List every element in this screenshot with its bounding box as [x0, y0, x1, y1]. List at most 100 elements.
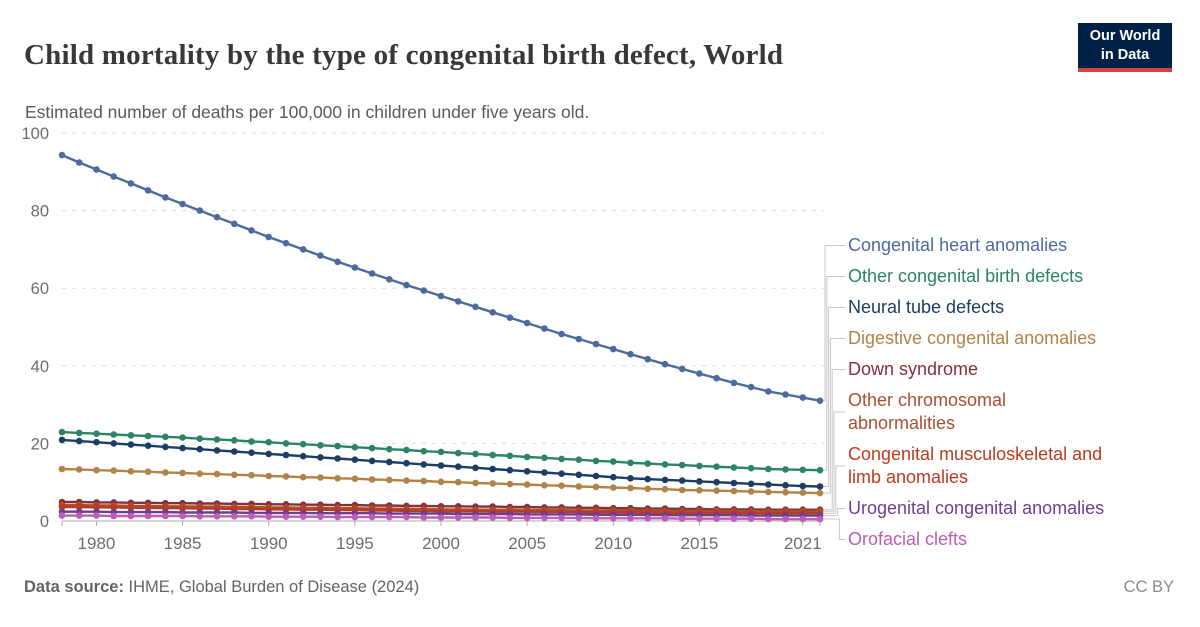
neural-tube-defects-point-1990[interactable] — [265, 450, 273, 458]
congenital-heart-anomalies-point-2003[interactable] — [489, 309, 497, 316]
neural-tube-defects-point-2004[interactable] — [506, 466, 514, 474]
orofacial-clefts-point-2017[interactable] — [730, 515, 738, 522]
legend-item-congenital-musculoskeletal-and-limb-anomalies[interactable]: Congenital musculoskeletal and limb anom… — [848, 444, 1103, 487]
digestive-congenital-anomalies-point-2021[interactable] — [799, 489, 807, 497]
congenital-heart-anomalies-point-1991[interactable] — [282, 239, 290, 247]
congenital-heart-anomalies-point-2022[interactable] — [816, 397, 824, 405]
other-congenital-birth-defects-point-2007[interactable] — [558, 455, 565, 463]
orofacial-clefts-point-2020[interactable] — [782, 515, 789, 523]
digestive-congenital-anomalies-point-2016[interactable] — [713, 487, 720, 495]
digestive-congenital-anomalies-point-2020[interactable] — [782, 489, 789, 496]
other-congenital-birth-defects-point-1981[interactable] — [110, 431, 117, 438]
congenital-heart-anomalies-point-1994[interactable] — [334, 258, 341, 266]
neural-tube-defects-point-2020[interactable] — [782, 482, 789, 489]
congenital-heart-anomalies-point-2007[interactable] — [558, 330, 565, 338]
neural-tube-defects-point-2021[interactable] — [799, 482, 807, 490]
digestive-congenital-anomalies-point-1986[interactable] — [196, 470, 204, 478]
other-congenital-birth-defects-point-1997[interactable] — [386, 445, 393, 453]
orofacial-clefts-point-1982[interactable] — [127, 512, 135, 520]
neural-tube-defects-point-2022[interactable] — [816, 483, 824, 490]
other-congenital-birth-defects-point-2013[interactable] — [661, 461, 669, 468]
neural-tube-defects-point-2012[interactable] — [644, 475, 651, 483]
neural-tube-defects-point-1994[interactable] — [334, 455, 341, 462]
orofacial-clefts-point-1993[interactable] — [317, 513, 324, 520]
orofacial-clefts-point-1997[interactable] — [386, 513, 393, 521]
other-congenital-birth-defects-point-1983[interactable] — [144, 432, 152, 440]
neural-tube-defects-point-1992[interactable] — [299, 452, 307, 460]
legend-item-other-chromosomal-abnormalities[interactable]: Other chromosomal abnormalities — [848, 390, 1007, 433]
digestive-congenital-anomalies-point-2000[interactable] — [437, 478, 445, 486]
legend-item-congenital-heart-anomalies[interactable]: Congenital heart anomalies — [848, 235, 1068, 255]
legend-item-other-congenital-birth-defects[interactable]: Other congenital birth defects — [848, 266, 1084, 286]
digestive-congenital-anomalies-point-1984[interactable] — [162, 469, 169, 476]
digestive-congenital-anomalies-point-1980[interactable] — [93, 466, 100, 474]
digestive-congenital-anomalies-point-1999[interactable] — [420, 477, 428, 485]
other-congenital-birth-defects-point-2018[interactable] — [747, 464, 755, 472]
congenital-heart-anomalies-point-2004[interactable] — [506, 314, 514, 321]
other-congenital-birth-defects-point-2019[interactable] — [765, 465, 772, 473]
neural-tube-defects-point-1982[interactable] — [127, 441, 135, 448]
congenital-heart-anomalies-point-2014[interactable] — [678, 365, 686, 373]
congenital-musculoskeletal-and-limb-anomalies-point-1981[interactable] — [110, 504, 117, 511]
congenital-heart-anomalies-point-1992[interactable] — [299, 246, 307, 253]
orofacial-clefts-point-1979[interactable] — [75, 512, 83, 519]
orofacial-clefts-point-1983[interactable] — [144, 512, 152, 520]
orofacial-clefts-point-2008[interactable] — [575, 514, 583, 522]
orofacial-clefts-point-2019[interactable] — [765, 515, 772, 523]
neural-tube-defects-point-1991[interactable] — [282, 451, 290, 459]
orofacial-clefts-point-1998[interactable] — [403, 513, 410, 521]
orofacial-clefts-point-2018[interactable] — [747, 515, 755, 522]
digestive-congenital-anomalies-point-1983[interactable] — [144, 468, 152, 476]
congenital-heart-anomalies-point-1978[interactable] — [58, 151, 66, 159]
congenital-heart-anomalies-point-1987[interactable] — [213, 213, 221, 221]
neural-tube-defects-point-1989[interactable] — [248, 449, 255, 457]
congenital-heart-anomalies-point-2002[interactable] — [472, 303, 479, 311]
neural-tube-defects-point-2007[interactable] — [558, 470, 565, 478]
congenital-musculoskeletal-and-limb-anomalies-point-1979[interactable] — [75, 503, 83, 511]
digestive-congenital-anomalies-point-2015[interactable] — [696, 487, 703, 494]
digestive-congenital-anomalies-point-1982[interactable] — [127, 468, 135, 475]
orofacial-clefts-point-2014[interactable] — [678, 515, 686, 522]
other-congenital-birth-defects-point-2020[interactable] — [782, 466, 789, 473]
orofacial-clefts-point-1987[interactable] — [213, 513, 221, 520]
congenital-heart-anomalies-point-2011[interactable] — [627, 350, 634, 358]
orofacial-clefts-point-1994[interactable] — [334, 513, 341, 521]
other-congenital-birth-defects-point-2000[interactable] — [437, 448, 445, 456]
congenital-heart-anomalies-point-2013[interactable] — [661, 360, 669, 368]
orofacial-clefts-point-2003[interactable] — [489, 514, 497, 521]
congenital-heart-anomalies-point-2017[interactable] — [730, 379, 738, 387]
other-congenital-birth-defects-point-1982[interactable] — [127, 432, 135, 439]
other-congenital-birth-defects-point-2021[interactable] — [799, 466, 807, 474]
neural-tube-defects-point-2009[interactable] — [592, 472, 600, 480]
orofacial-clefts-point-1996[interactable] — [368, 513, 376, 521]
congenital-heart-anomalies-point-2015[interactable] — [696, 370, 703, 377]
digestive-congenital-anomalies-point-1995[interactable] — [351, 475, 359, 483]
digestive-congenital-anomalies-point-2013[interactable] — [661, 485, 669, 493]
neural-tube-defects-point-2017[interactable] — [730, 479, 738, 487]
other-congenital-birth-defects-point-1989[interactable] — [248, 438, 255, 445]
congenital-heart-anomalies-point-1982[interactable] — [127, 180, 135, 187]
legend-item-down-syndrome[interactable]: Down syndrome — [848, 359, 979, 379]
other-congenital-birth-defects-point-1986[interactable] — [196, 435, 204, 443]
digestive-congenital-anomalies-point-2014[interactable] — [678, 486, 686, 494]
congenital-heart-anomalies-point-2018[interactable] — [747, 383, 755, 391]
congenital-heart-anomalies-point-2005[interactable] — [523, 319, 531, 327]
digestive-congenital-anomalies-point-2017[interactable] — [730, 487, 738, 495]
congenital-heart-anomalies-point-2020[interactable] — [782, 391, 789, 398]
orofacial-clefts-point-1999[interactable] — [420, 514, 428, 521]
other-congenital-birth-defects-point-2001[interactable] — [454, 449, 462, 457]
neural-tube-defects-point-1988[interactable] — [231, 448, 238, 455]
neural-tube-defects-point-1995[interactable] — [351, 456, 359, 464]
orofacial-clefts-point-2000[interactable] — [437, 514, 445, 521]
digestive-congenital-anomalies-point-2001[interactable] — [454, 478, 462, 486]
digestive-congenital-anomalies-point-1981[interactable] — [110, 467, 117, 474]
congenital-heart-anomalies-point-2001[interactable] — [454, 298, 462, 305]
congenital-heart-anomalies-point-1997[interactable] — [386, 276, 393, 283]
other-congenital-birth-defects-point-2005[interactable] — [523, 453, 531, 461]
digestive-congenital-anomalies-point-1985[interactable] — [179, 469, 186, 477]
neural-tube-defects-point-2013[interactable] — [661, 476, 669, 484]
orofacial-clefts-point-1989[interactable] — [248, 513, 255, 520]
digestive-congenital-anomalies-point-1997[interactable] — [386, 476, 393, 484]
neural-tube-defects-point-1979[interactable] — [75, 437, 83, 445]
digestive-congenital-anomalies-point-2004[interactable] — [506, 480, 514, 488]
